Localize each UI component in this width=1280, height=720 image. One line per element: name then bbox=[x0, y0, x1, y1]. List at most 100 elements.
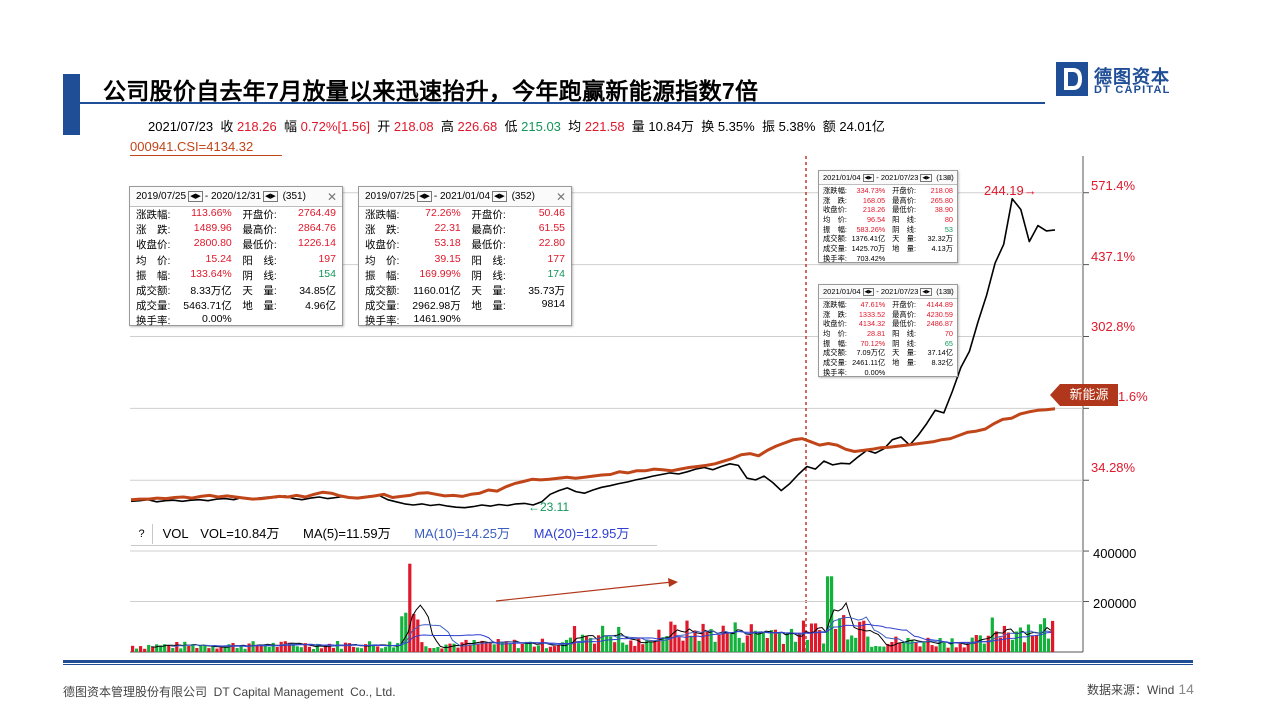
volume-ma-line bbox=[211, 623, 1052, 647]
stats-v1: 169.99% bbox=[419, 267, 461, 280]
quote-change: 0.72%[1.56] bbox=[300, 119, 370, 134]
stats-row: 收盘价: 218.26 最低价: 38.90 bbox=[819, 205, 957, 215]
volume-bar bbox=[484, 643, 488, 652]
help-icon[interactable]: ? bbox=[131, 524, 153, 544]
volume-bar bbox=[958, 641, 962, 652]
volume-bar bbox=[476, 643, 480, 652]
volume-bar bbox=[384, 646, 388, 652]
stepper-icon[interactable]: ◀▶ bbox=[188, 190, 203, 202]
stats-k1: 成交量: bbox=[823, 244, 847, 254]
stats-popup-3[interactable]: 2021/01/04 ◀▶ - 2021/07/23 ◀▶ (136) ✕ 涨跌幅: 3… bbox=[818, 170, 958, 263]
volume-bar bbox=[1047, 638, 1051, 652]
stats-k2: 阳 线: bbox=[892, 329, 917, 339]
volume-bar bbox=[179, 648, 183, 652]
volume-bar bbox=[335, 641, 340, 652]
volume-bar bbox=[906, 637, 910, 652]
stats-v2: 9814 bbox=[541, 298, 565, 311]
close-icon[interactable]: ✕ bbox=[945, 287, 953, 297]
stats-row: 均 价: 15.24 阳 线: 197 bbox=[130, 253, 342, 268]
volume-bar bbox=[195, 648, 199, 652]
volume-bar bbox=[564, 639, 569, 652]
volume-bar bbox=[809, 623, 814, 652]
stats-v1: 1160.01亿 bbox=[413, 284, 461, 297]
quote-volume-label: 量 bbox=[631, 119, 645, 134]
stats-k1: 涨跌幅: bbox=[365, 209, 400, 221]
index-line bbox=[130, 407, 1056, 502]
volume-bar bbox=[1034, 635, 1039, 652]
stats-popup-body: 涨跌幅: 47.61% 开盘价: 4144.89 涨 跌: 1333.52 最高价: 4230… bbox=[819, 299, 957, 378]
stats-popup-4[interactable]: 2021/01/04 ◀▶ - 2021/07/23 ◀▶ (135) ✕ 涨跌幅: 4… bbox=[818, 284, 958, 377]
volume-bar bbox=[291, 644, 295, 652]
volume-bar bbox=[834, 629, 838, 652]
volume-bar bbox=[749, 624, 753, 652]
stats-v1: 70.12% bbox=[860, 338, 886, 348]
volume-bar bbox=[1006, 632, 1010, 652]
stats-row: 涨跌幅: 72.26% 开盘价: 50.46 bbox=[359, 207, 571, 222]
stats-row: 换手率: 703.42% bbox=[819, 254, 957, 264]
popup-count: (136) bbox=[936, 173, 954, 182]
y-axis-label-2: 437.1% bbox=[1091, 249, 1136, 264]
stats-v2: 37.14亿 bbox=[927, 348, 953, 358]
quote-close-label: 收 bbox=[220, 119, 234, 134]
volume-bar bbox=[757, 632, 761, 652]
volume-bar bbox=[605, 636, 609, 652]
stepper-icon[interactable]: ◀▶ bbox=[492, 190, 507, 202]
stats-k1: 振 幅: bbox=[823, 338, 847, 348]
volume-bar bbox=[255, 645, 259, 652]
stepper-icon[interactable]: ◀▶ bbox=[862, 288, 875, 297]
stats-popup-body: 涨跌幅: 113.66% 开盘价: 2764.49 涨 跌: 1489.96 最高价: 286… bbox=[130, 207, 342, 329]
stats-k2: 最低价: bbox=[242, 239, 277, 252]
stats-k1: 成交量: bbox=[136, 300, 171, 313]
volume-bar bbox=[926, 637, 930, 652]
volume-bar bbox=[1051, 620, 1055, 652]
volume-bar bbox=[637, 638, 641, 652]
quote-high-label: 高 bbox=[440, 119, 454, 134]
volume-bar bbox=[741, 642, 745, 652]
stats-row: 振 幅: 133.64% 阴 线: 154 bbox=[130, 268, 342, 283]
stepper-icon[interactable]: ◀▶ bbox=[263, 190, 278, 202]
volume-bar bbox=[259, 645, 263, 652]
volume-bar bbox=[922, 642, 926, 652]
volume-bar bbox=[432, 648, 436, 652]
volume-bar bbox=[998, 637, 1002, 652]
quote-amount-label: 额 bbox=[822, 119, 836, 134]
stats-row: 收盘价: 53.18 最低价: 22.80 bbox=[359, 237, 571, 252]
volume-bar bbox=[147, 644, 151, 652]
stats-v1: 0.00% bbox=[201, 313, 232, 326]
close-icon[interactable]: ✕ bbox=[945, 173, 953, 183]
stats-k2: 地 量: bbox=[892, 244, 917, 254]
volume-bar bbox=[966, 642, 970, 652]
stepper-icon[interactable]: ◀▶ bbox=[920, 288, 933, 297]
stats-v1: 72.26% bbox=[425, 207, 461, 219]
volume-bar bbox=[219, 647, 223, 652]
stepper-icon[interactable]: ◀▶ bbox=[920, 174, 933, 183]
page-number: 14 bbox=[1178, 681, 1194, 697]
stats-popup-2[interactable]: 2019/07/25 ◀▶ - 2021/01/04 ◀▶ (352) ✕ 涨跌幅: 7… bbox=[358, 186, 572, 328]
max-price-annotation: 244.19→ bbox=[984, 183, 1037, 198]
stats-row: 换手率: 1461.90% bbox=[359, 313, 571, 328]
stats-popup-1[interactable]: 2019/07/25 ◀▶ - 2020/12/31 ◀▶ (351) ✕ 涨跌幅: 1… bbox=[129, 186, 343, 329]
stats-v1: 4134.32 bbox=[858, 319, 886, 329]
stepper-icon[interactable]: ◀▶ bbox=[417, 190, 432, 202]
volume-bar bbox=[572, 626, 577, 652]
stats-row: 涨 跌: 1489.96 最高价: 2864.76 bbox=[130, 222, 342, 237]
volume-bar bbox=[380, 648, 384, 652]
stats-k1: 振 幅: bbox=[365, 269, 400, 282]
stats-row: 成交量: 2461.11亿地 量: 8.32亿 bbox=[819, 358, 957, 368]
volume-bar bbox=[621, 642, 625, 652]
close-icon[interactable]: ✕ bbox=[555, 190, 566, 204]
volume-bar bbox=[1014, 631, 1018, 652]
volume-bar bbox=[327, 643, 332, 652]
quote-open-label: 开 bbox=[377, 119, 391, 134]
close-icon[interactable]: ✕ bbox=[326, 190, 337, 204]
stats-v1: 39.15 bbox=[434, 252, 461, 265]
stats-v2: 154 bbox=[318, 267, 336, 280]
volume-bar bbox=[954, 647, 958, 652]
volume-bar bbox=[504, 641, 508, 652]
stepper-icon[interactable]: ◀▶ bbox=[862, 174, 875, 183]
volume-bar bbox=[508, 643, 512, 652]
volume-bar bbox=[307, 646, 311, 652]
volume-bar bbox=[994, 631, 998, 652]
stats-popup-header: 2021/01/04 ◀▶ - 2021/07/23 ◀▶ (135) ✕ bbox=[819, 285, 957, 299]
